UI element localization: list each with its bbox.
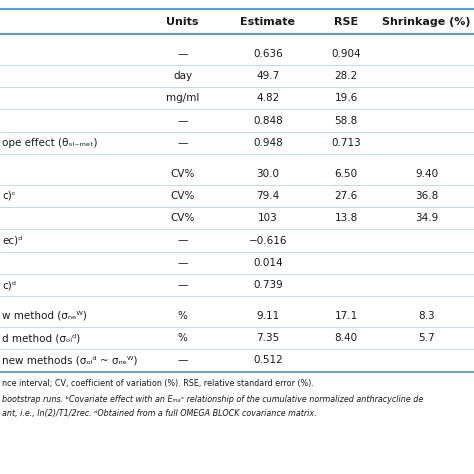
Text: Estimate: Estimate [240, 17, 295, 27]
Text: —: — [177, 116, 188, 126]
Text: CV%: CV% [170, 191, 195, 201]
Text: bootstrap runs. ᵇCovariate effect with an Eₘₐˣ relationship of the cumulative no: bootstrap runs. ᵇCovariate effect with a… [2, 395, 424, 404]
Text: —: — [177, 356, 188, 365]
Text: w method (σₙₑᵂ): w method (σₙₑᵂ) [2, 311, 87, 321]
Text: 7.35: 7.35 [256, 333, 280, 343]
Text: 8.40: 8.40 [335, 333, 357, 343]
Text: 36.8: 36.8 [415, 191, 438, 201]
Text: nce interval; CV, coefficient of variation (%). RSE, relative standard error (%): nce interval; CV, coefficient of variati… [2, 379, 314, 388]
Text: RSE: RSE [334, 17, 358, 27]
Text: 28.2: 28.2 [334, 71, 358, 81]
Text: 9.40: 9.40 [415, 169, 438, 179]
Text: 0.512: 0.512 [253, 356, 283, 365]
Text: 0.636: 0.636 [253, 49, 283, 59]
Text: 5.7: 5.7 [418, 333, 435, 343]
Text: new methods (σₒₗᵈ ~ σₙₑᵂ): new methods (σₒₗᵈ ~ σₙₑᵂ) [2, 356, 138, 365]
Text: 17.1: 17.1 [334, 311, 358, 321]
Text: ope effect (θₛₗ₋ₘₑₜ): ope effect (θₛₗ₋ₘₑₜ) [2, 138, 98, 148]
Text: —: — [177, 138, 188, 148]
Text: %: % [178, 333, 187, 343]
Text: 0.904: 0.904 [331, 49, 361, 59]
Text: 4.82: 4.82 [256, 93, 280, 103]
Text: 103: 103 [258, 213, 278, 223]
Text: 6.50: 6.50 [335, 169, 357, 179]
Text: 27.6: 27.6 [334, 191, 358, 201]
Text: CV%: CV% [170, 169, 195, 179]
Text: 0.739: 0.739 [253, 280, 283, 290]
Text: c)ᶜ: c)ᶜ [2, 191, 16, 201]
Text: 49.7: 49.7 [256, 71, 280, 81]
Text: 79.4: 79.4 [256, 191, 280, 201]
Text: —: — [177, 49, 188, 59]
Text: ec)ᵈ: ec)ᵈ [2, 236, 23, 246]
Text: 34.9: 34.9 [415, 213, 438, 223]
Text: 0.014: 0.014 [253, 258, 283, 268]
Text: 0.948: 0.948 [253, 138, 283, 148]
Text: CV%: CV% [170, 213, 195, 223]
Text: —: — [177, 236, 188, 246]
Text: 0.713: 0.713 [331, 138, 361, 148]
Text: day: day [173, 71, 192, 81]
Text: ant, i.e., ln(2)/T1/2rec. ᵈObtained from a full OMEGA BLOCK covariance matrix.: ant, i.e., ln(2)/T1/2rec. ᵈObtained from… [2, 409, 317, 418]
Text: 8.3: 8.3 [418, 311, 435, 321]
Text: 13.8: 13.8 [334, 213, 358, 223]
Text: 9.11: 9.11 [256, 311, 280, 321]
Text: %: % [178, 311, 187, 321]
Text: —: — [177, 258, 188, 268]
Text: 30.0: 30.0 [256, 169, 279, 179]
Text: 58.8: 58.8 [334, 116, 358, 126]
Text: 19.6: 19.6 [334, 93, 358, 103]
Text: Shrinkage (%): Shrinkage (%) [383, 17, 471, 27]
Text: 0.848: 0.848 [253, 116, 283, 126]
Text: Units: Units [166, 17, 199, 27]
Text: —: — [177, 280, 188, 290]
Text: d method (σₒₗᵈ): d method (σₒₗᵈ) [2, 333, 81, 343]
Text: −0.616: −0.616 [248, 236, 287, 246]
Text: c)ᵈ: c)ᵈ [2, 280, 17, 290]
Text: mg/ml: mg/ml [166, 93, 199, 103]
